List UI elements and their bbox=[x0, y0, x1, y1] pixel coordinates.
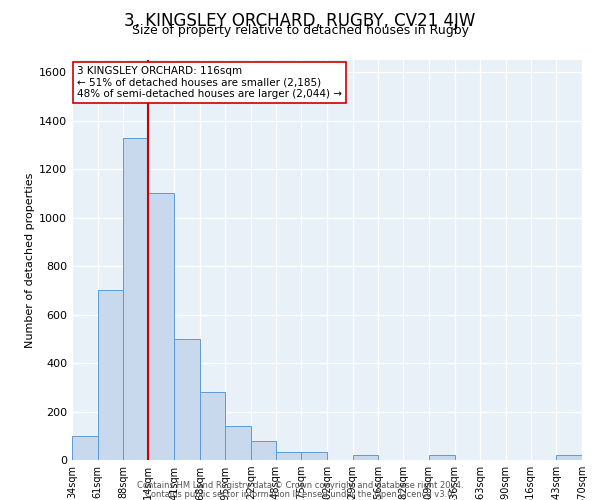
Bar bbox=[225, 426, 251, 460]
Bar bbox=[275, 452, 301, 460]
Bar bbox=[251, 440, 275, 460]
Text: 3, KINGSLEY ORCHARD, RUGBY, CV21 4JW: 3, KINGSLEY ORCHARD, RUGBY, CV21 4JW bbox=[124, 12, 476, 30]
Bar bbox=[301, 452, 327, 460]
Text: Size of property relative to detached houses in Rugby: Size of property relative to detached ho… bbox=[131, 24, 469, 37]
Bar bbox=[72, 436, 98, 460]
Bar bbox=[429, 455, 455, 460]
Y-axis label: Number of detached properties: Number of detached properties bbox=[25, 172, 35, 348]
Bar bbox=[556, 455, 582, 460]
Bar bbox=[98, 290, 124, 460]
Text: 3 KINGSLEY ORCHARD: 116sqm
← 51% of detached houses are smaller (2,185)
48% of s: 3 KINGSLEY ORCHARD: 116sqm ← 51% of deta… bbox=[77, 66, 342, 99]
Text: Contains HM Land Registry data © Crown copyright and database right 2024.: Contains HM Land Registry data © Crown c… bbox=[137, 481, 463, 490]
Bar bbox=[199, 392, 225, 460]
Bar bbox=[174, 339, 199, 460]
Bar bbox=[124, 138, 148, 460]
Text: Contains public sector information licensed under the Open Licence v3.0.: Contains public sector information licen… bbox=[145, 490, 455, 499]
Bar bbox=[353, 455, 379, 460]
Bar bbox=[148, 194, 174, 460]
